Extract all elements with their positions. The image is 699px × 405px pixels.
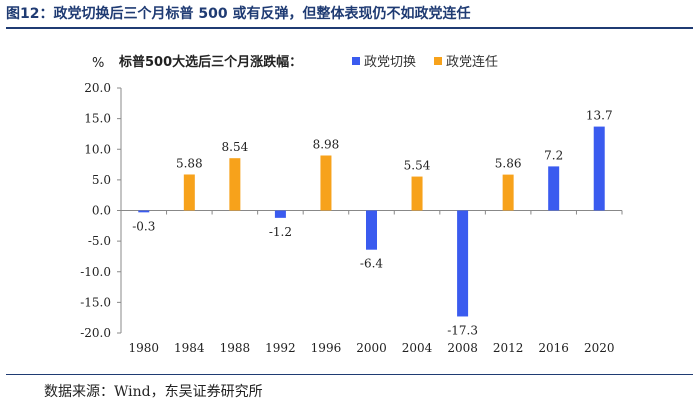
data-label-2020: 13.7 [586,109,613,123]
y-tick-label: 15.0 [84,112,111,126]
x-tick-label: 1992 [265,341,296,355]
data-label-2000: -6.4 [360,257,384,271]
data-label-2012: 5.86 [495,157,522,171]
y-tick-label: -10.0 [80,265,111,279]
data-label-2008: -17.3 [447,323,478,337]
data-label-1984: 5.88 [176,156,203,170]
x-tick-label: 1980 [128,341,159,355]
data-label-1992: -1.2 [269,225,292,239]
x-tick-label: 1984 [174,341,205,355]
bar-1992-switch [274,210,286,218]
y-tick-label: -20.0 [80,326,111,340]
bar-1984-continue [183,174,195,211]
bar-1996-continue [320,155,332,211]
legend-swatch-switch [352,57,360,65]
bar-2020-switch [593,126,605,211]
y-tick-label: -15.0 [80,295,111,309]
x-tick-label: 1996 [311,341,342,355]
x-tick-label: 2008 [447,341,478,355]
data-label-1996: 8.98 [313,137,340,151]
bar-2004-continue [411,176,423,211]
bar-2000-switch [366,210,377,250]
source-note: 数据来源：Wind，东吴证券研究所 [44,384,263,400]
y-tick-label: -5.0 [88,234,111,248]
legend: 政党切换 政党连任 [352,54,498,70]
bar-2016-switch [548,166,560,211]
source-rule [6,374,693,375]
legend-label-continue: 政党连任 [446,54,498,70]
bar-2012-continue [502,174,514,211]
data-label-2016: 7.2 [544,148,563,162]
bar-1988-continue [229,158,241,211]
bar-chart: % 标普500大选后三个月涨跌幅： 政党切换 政党连任 20.0 15.0 10.0… [80,54,623,355]
x-tick-label: 2012 [493,341,524,355]
y-tick-label: 10.0 [84,142,111,156]
data-label-1988: 8.54 [222,140,249,154]
legend-swatch-continue [434,57,442,65]
y-tick-label: 20.0 [84,81,111,95]
data-label-1980: -0.3 [132,219,155,233]
y-axis-label: % [92,56,104,71]
y-tick-label: 0.0 [92,204,111,218]
x-tick-label: 2004 [402,341,433,355]
chart-title: 标普500大选后三个月涨跌幅： [118,54,302,70]
bar-1980-switch [138,210,150,213]
x-tick-label: 2016 [538,341,569,355]
figure-title: 图12：政党切换后三个月标普 500 或有反弹，但整体表现仍不如政党连任 [6,6,471,22]
y-tick-label: 5.0 [92,173,111,187]
x-tick-label: 2000 [356,341,387,355]
legend-label-switch: 政党切换 [364,55,416,70]
bar-2008-switch [457,210,469,317]
x-tick-label: 2020 [584,341,615,355]
title-rule [6,27,693,29]
data-label-2004: 5.54 [404,159,431,173]
x-tick-label: 1988 [220,341,251,355]
